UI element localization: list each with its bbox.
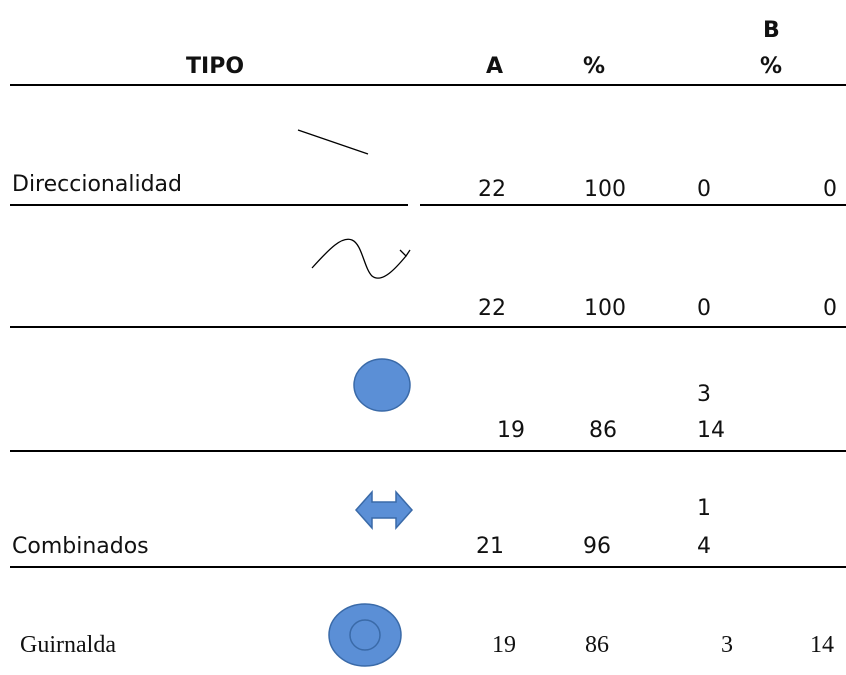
header-rule (10, 84, 846, 86)
header-tipo: TIPO (186, 54, 245, 79)
row-1-rule-left (10, 204, 408, 206)
row-3-b-top: 3 (697, 382, 711, 407)
ring-icon (328, 603, 402, 667)
row-4-b-top: 1 (697, 496, 711, 521)
header-pct-b: % (760, 54, 783, 79)
circle-icon (353, 358, 411, 412)
row-4-b: 4 (697, 534, 711, 559)
wave-arrow-icon (311, 238, 411, 279)
line-icon (297, 129, 369, 155)
row-5-pct-b: 14 (810, 632, 834, 658)
row-2-pct-b: 0 (823, 296, 837, 321)
double-arrow-icon (354, 490, 414, 530)
row-2-a: 22 (478, 296, 506, 321)
row-5-a: 19 (492, 632, 516, 658)
row-2-pct-a: 100 (584, 296, 626, 321)
row-4-rule (10, 566, 846, 568)
row-4-a: 21 (476, 534, 504, 559)
row-1-a: 22 (478, 177, 506, 202)
row-3-pct-a: 86 (589, 418, 617, 443)
header-pct-a: % (583, 54, 606, 79)
row-2-rule (10, 326, 846, 328)
header-a: A (486, 54, 504, 79)
row-1-rule-right (420, 204, 846, 206)
row-5-pct-a: 86 (585, 632, 609, 658)
row-1-pct-a: 100 (584, 177, 626, 202)
row-5-label: Guirnalda (20, 632, 116, 658)
row-1-b: 0 (697, 177, 711, 202)
row-1-label: Direccionalidad (12, 172, 182, 197)
header-b: B (763, 18, 780, 43)
row-3-b: 14 (697, 418, 725, 443)
row-2-b: 0 (697, 296, 711, 321)
row-1-pct-b: 0 (823, 177, 837, 202)
row-3-rule (10, 450, 846, 452)
row-4-pct-a: 96 (583, 534, 611, 559)
row-4-label: Combinados (12, 534, 149, 559)
row-5-b: 3 (721, 632, 733, 658)
row-3-a: 19 (497, 418, 525, 443)
